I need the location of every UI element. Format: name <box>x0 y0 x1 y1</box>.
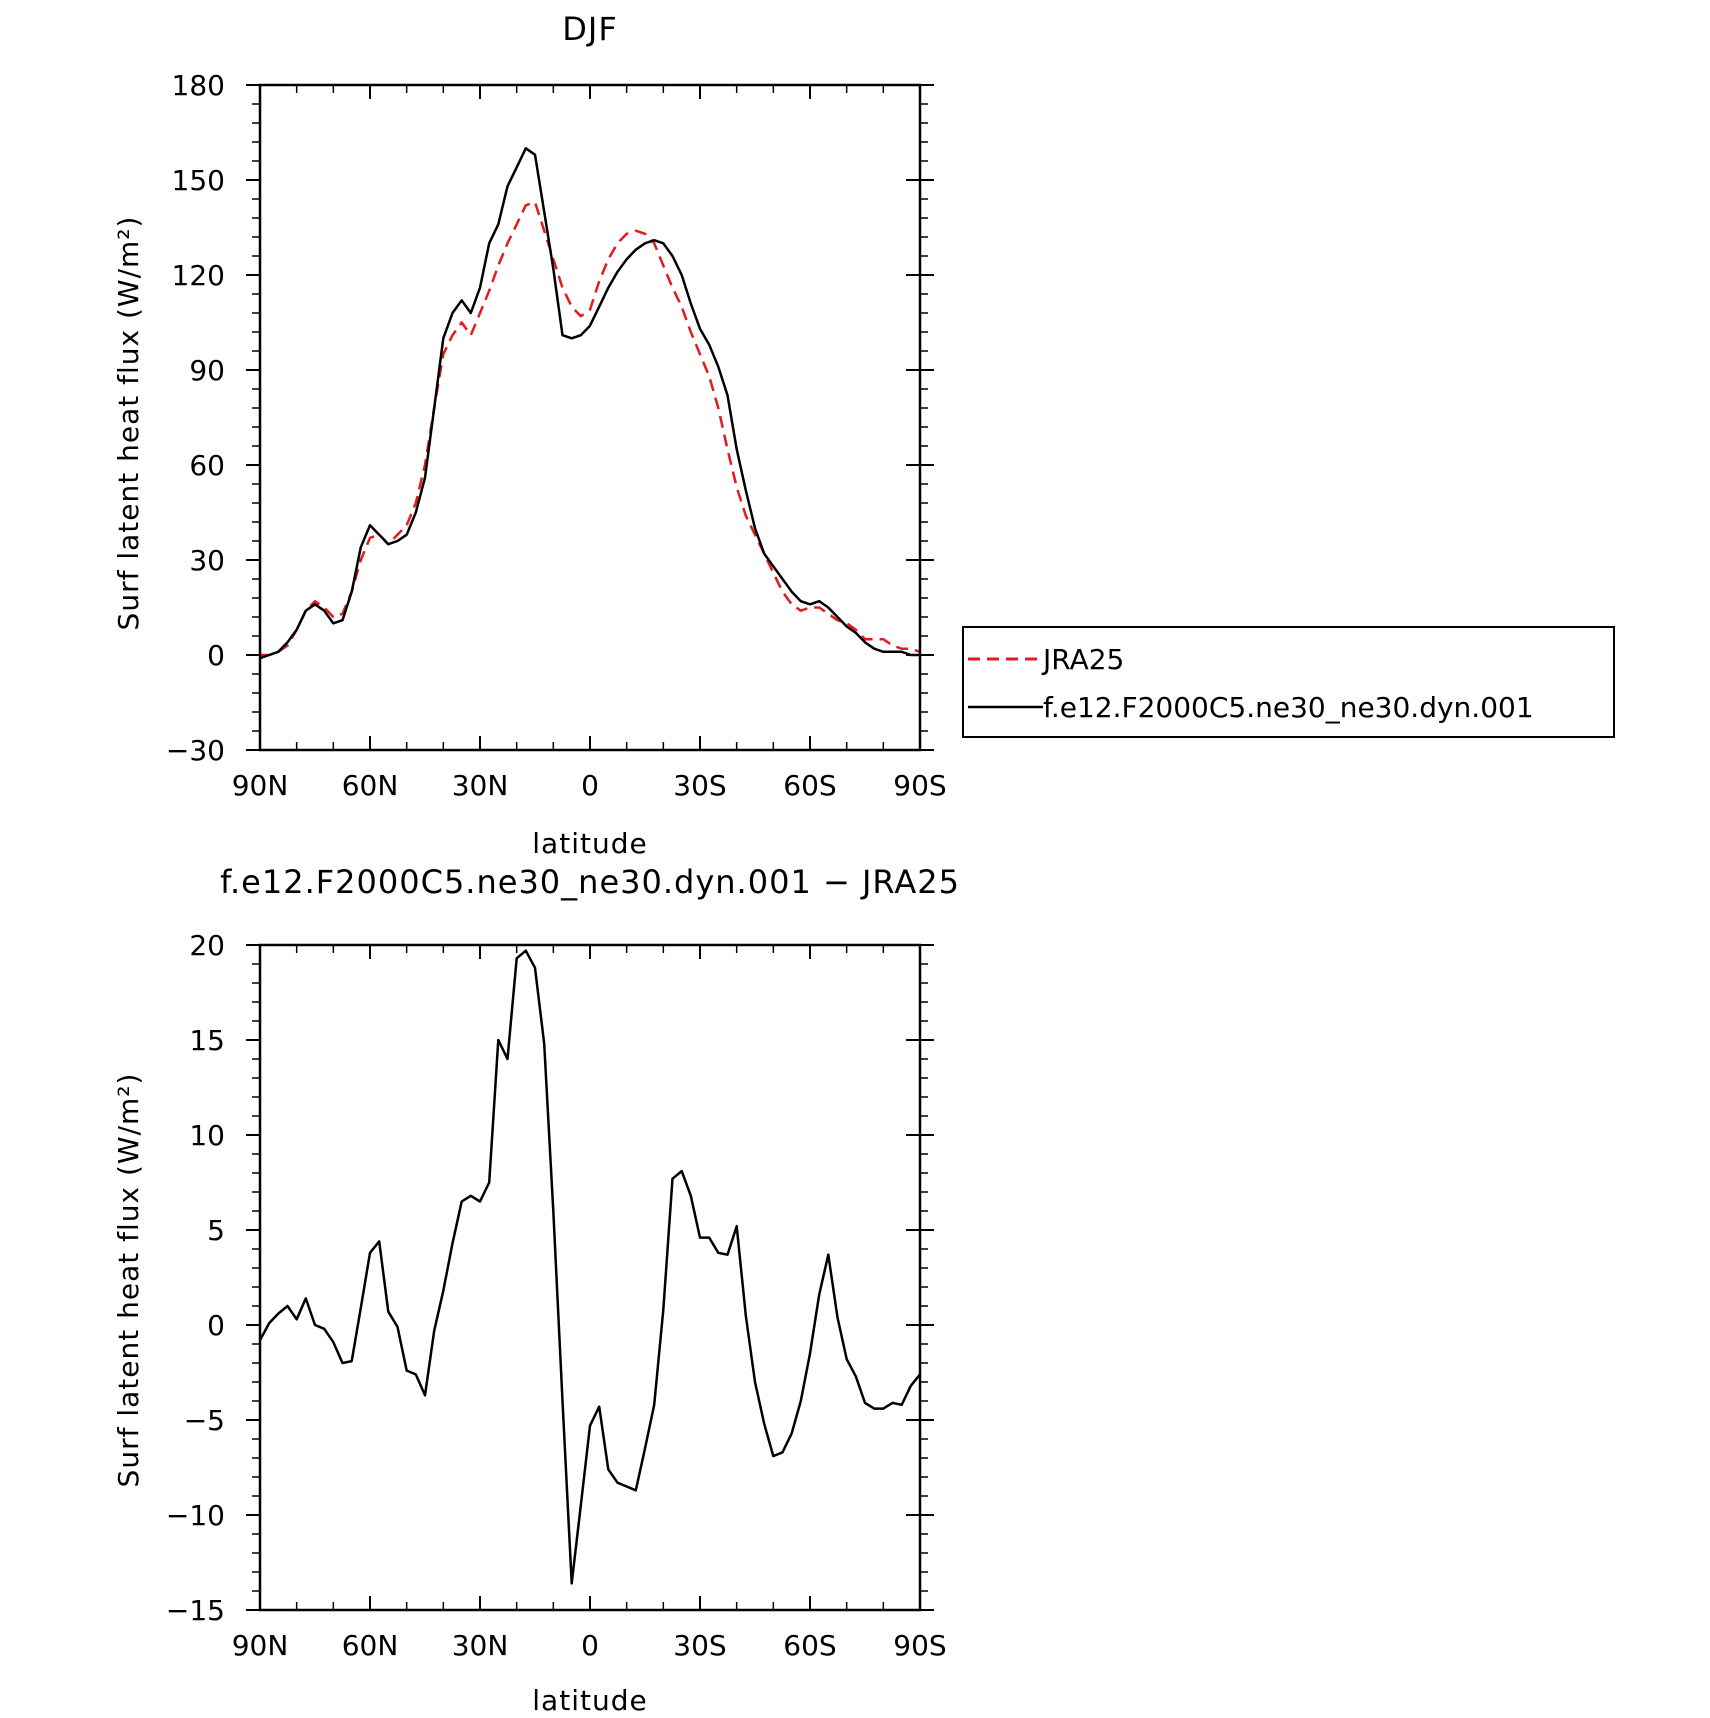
top-panel-series <box>259 147 921 660</box>
bottom-xtick-label: 30N <box>452 1629 509 1662</box>
top-xtick-label: 30S <box>673 769 726 802</box>
bottom-ytick-label: 20 <box>189 929 225 962</box>
bottom-panel-series <box>258 949 921 1585</box>
top-panel-xlabel: latitude <box>532 827 647 860</box>
bottom-panel-xlabel: latitude <box>532 1684 647 1713</box>
legend: JRA25 f.e12.F2000C5.ne30_ne30.dyn.001 <box>962 626 1615 738</box>
top-ytick-label: 150 <box>172 164 225 197</box>
bottom-xtick-label: 90N <box>232 1629 289 1662</box>
bottom-panel-title: f.e12.F2000C5.ne30_ne30.dyn.001 − JRA25 <box>220 863 960 901</box>
bottom-panel-ylabel: Surf latent heat flux (W/m²) <box>112 1073 145 1488</box>
legend-label-model: f.e12.F2000C5.ne30_ne30.dyn.001 <box>1043 691 1534 724</box>
bottom-ytick-label: −15 <box>166 1594 225 1627</box>
top-panel-ticks: 90N 60N 30N 0 30S 60S 90S −30 0 30 60 90 120 150 180 <box>166 69 947 802</box>
top-panel-frame <box>258 83 922 752</box>
bottom-xtick-label: 90S <box>893 1629 946 1662</box>
bottom-ytick-label: −5 <box>184 1404 225 1437</box>
top-ytick-label: 30 <box>189 544 225 577</box>
top-panel-title: DJF <box>562 10 617 48</box>
bottom-xtick-label: 60S <box>783 1629 836 1662</box>
bottom-ytick-label: 10 <box>189 1119 225 1152</box>
bottom-panel: f.e12.F2000C5.ne30_ne30.dyn.001 − JRA25 … <box>112 863 960 1717</box>
bottom-panel-frame <box>258 943 922 1612</box>
top-xtick-label: 90S <box>893 769 946 802</box>
bottom-ytick-label: 15 <box>189 1024 225 1057</box>
top-ytick-label: 120 <box>172 259 225 292</box>
bottom-ytick-label: 5 <box>207 1214 225 1247</box>
top-series-line-1 <box>259 147 920 660</box>
top-panel: DJF latitude Surf latent heat flux (W/m²… <box>112 10 1615 860</box>
top-xtick-label: 0 <box>581 769 599 802</box>
top-ytick-label: 60 <box>189 449 225 482</box>
top-xtick-label: 30N <box>452 769 509 802</box>
top-ytick-label: 0 <box>207 639 225 672</box>
top-ytick-label: 90 <box>189 354 225 387</box>
bottom-ytick-label: −10 <box>166 1499 225 1532</box>
bottom-ytick-label: 0 <box>207 1309 225 1342</box>
legend-box <box>962 626 1615 738</box>
bottom-xtick-label: 0 <box>581 1629 599 1662</box>
bottom-series-line-0 <box>258 949 921 1585</box>
legend-label-jra25: JRA25 <box>1041 643 1124 676</box>
top-ytick-label: 180 <box>172 69 225 102</box>
bottom-xtick-label: 60N <box>342 1629 399 1662</box>
bottom-panel-ticks: 90N 60N 30N 0 30S 60S 90S −15 −10 −5 0 5 10 15 20 <box>166 929 947 1662</box>
top-panel-ylabel: Surf latent heat flux (W/m²) <box>112 216 145 631</box>
top-xtick-label: 60S <box>783 769 836 802</box>
top-series-line-0 <box>260 200 921 657</box>
top-xtick-label: 60N <box>342 769 399 802</box>
bottom-xtick-label: 30S <box>673 1629 726 1662</box>
top-ytick-label: −30 <box>166 734 225 767</box>
top-xtick-label: 90N <box>232 769 289 802</box>
